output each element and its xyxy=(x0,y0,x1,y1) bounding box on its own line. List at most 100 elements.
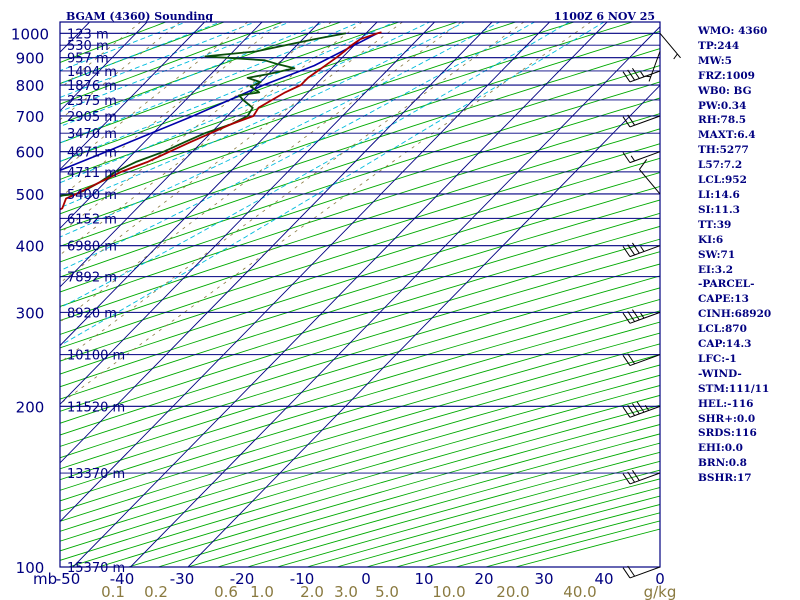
dry-adiabat xyxy=(60,364,660,542)
stat-cape: CAPE:13 xyxy=(698,293,749,306)
isotherm xyxy=(60,22,550,523)
dry-adiabat xyxy=(60,238,660,424)
pressure-label: 1000 xyxy=(11,25,49,43)
isotherm xyxy=(60,22,378,347)
stat-cinh: CINH:68920 xyxy=(698,308,772,321)
stat-wind-header: -WIND- xyxy=(698,367,742,380)
dry-adiabat xyxy=(60,48,660,247)
dry-adiabat xyxy=(60,310,660,491)
mixing-ratio-tick-label: 10.0 xyxy=(432,583,465,600)
isotherm xyxy=(60,22,320,288)
stat-ki: KI:6 xyxy=(698,233,724,246)
mixing-ratio-tick-label: 0.6 xyxy=(214,583,238,600)
dry-adiabat xyxy=(60,65,660,263)
mixing-ratio-unit-label: g/kg xyxy=(644,583,677,600)
temperature-tick-label: 40 xyxy=(594,570,613,588)
stat-parcel-lcl: LCL:870 xyxy=(698,323,747,336)
wind-barb xyxy=(639,159,661,195)
wind-barb xyxy=(622,565,661,579)
stat-srds: SRDS:116 xyxy=(698,427,757,440)
moist-adiabat xyxy=(60,22,536,272)
isotherm xyxy=(72,22,608,567)
moist-adiabat xyxy=(60,22,222,85)
mixing-ratio-tick-label: 0.1 xyxy=(101,583,125,600)
dry-adiabat xyxy=(60,22,458,162)
dry-adiabat xyxy=(60,22,283,105)
height-label: 530 m xyxy=(67,39,109,54)
height-label: 15370 m xyxy=(67,561,125,576)
dry-adiabat xyxy=(60,251,660,436)
wind-barb xyxy=(622,401,661,418)
pressure-label: 200 xyxy=(16,398,45,416)
temperature-tick-label: 0 xyxy=(655,570,665,588)
height-label: 1404 m xyxy=(67,65,117,80)
mixing-ratio-tick-label: 0.2 xyxy=(144,583,168,600)
wind-barb xyxy=(622,67,661,83)
temperature-trace xyxy=(60,31,382,211)
dry-adiabat xyxy=(60,30,660,231)
dry-adiabat xyxy=(60,157,660,349)
wind-profile xyxy=(622,32,681,579)
stat-ehi: EHI:0.0 xyxy=(698,442,743,455)
stat-bshr: BSHR:17 xyxy=(698,472,752,485)
sounding-indices-panel: WMO: 4360 TP:244 MW:5 FRZ:1009 WB0: BG P… xyxy=(698,24,800,486)
dry-adiabat xyxy=(60,263,660,447)
height-label: 3470 m xyxy=(67,127,117,142)
dry-adiabat xyxy=(60,143,660,335)
wind-barb xyxy=(622,151,661,164)
stat-pw: PW:0.34 xyxy=(698,99,747,112)
dry-adiabat xyxy=(60,22,167,63)
stat-maxt: MAXT:6.4 xyxy=(698,129,756,142)
sounding-time: 1100Z 6 NOV 25 xyxy=(554,10,655,23)
dry-adiabat xyxy=(60,332,660,512)
moist-adiabat xyxy=(60,22,466,209)
mixing-ratio-tick-label: 5.0 xyxy=(375,583,399,600)
stat-parcel-header: -PARCEL- xyxy=(698,278,755,291)
pressure-label: 300 xyxy=(16,304,45,322)
parcel-trace xyxy=(60,32,378,172)
stat-frz: FRZ:1009 xyxy=(698,69,755,82)
isotherm xyxy=(187,84,660,567)
sounding-title: BGAM (4360) Sounding xyxy=(66,10,213,23)
temperature-tick-label: -20 xyxy=(230,570,255,588)
temperature-tick-label: -50 xyxy=(56,570,81,588)
dry-adiabat xyxy=(60,113,660,307)
pressure-label: 400 xyxy=(16,238,45,256)
mixing-ratio-tick-label: 1.0 xyxy=(250,583,274,600)
pressure-label: 700 xyxy=(16,108,45,126)
height-label: 10100 m xyxy=(67,349,125,364)
height-label: 11520 m xyxy=(67,400,125,415)
height-label: 5400 m xyxy=(67,188,117,203)
stat-wmo: WMO: 4360 xyxy=(698,25,768,37)
dry-adiabat xyxy=(60,199,660,388)
dry-adiabat xyxy=(60,97,660,293)
stat-mw: MW:5 xyxy=(698,54,732,67)
pressure-label: 600 xyxy=(16,144,45,162)
height-label: 13370 m xyxy=(67,467,125,482)
dry-adiabat xyxy=(60,22,341,125)
height-label: 2905 m xyxy=(67,110,117,125)
pressure-label: 900 xyxy=(16,50,45,68)
stat-lfc: LFC:-1 xyxy=(698,352,737,365)
moist-adiabat xyxy=(60,22,501,238)
mixing-ratio-line xyxy=(60,22,363,256)
isotherm xyxy=(60,22,263,229)
wind-barb xyxy=(622,114,661,128)
height-label: 957 m xyxy=(67,52,109,67)
plot-frame xyxy=(59,21,661,568)
mixing-ratio-tick-label: 2.0 xyxy=(300,583,324,600)
mixing-ratio-tick-label: 3.0 xyxy=(334,583,358,600)
isotherm xyxy=(60,22,205,171)
wind-barb xyxy=(622,353,661,367)
dry-adiabat xyxy=(60,22,516,180)
stat-wb0: WB0: BG xyxy=(698,84,752,97)
moist-adiabat xyxy=(60,22,571,309)
height-label: 2375 m xyxy=(67,94,117,109)
pressure-unit-label: mb xyxy=(33,570,57,588)
mixing-ratio-tick-label: 40.0 xyxy=(563,583,596,600)
mixing-ratio-line xyxy=(60,22,332,234)
stat-th: TH:5277 xyxy=(698,144,749,157)
temperature-tick-label: -30 xyxy=(170,570,195,588)
stat-rh: RH:78.5 xyxy=(698,114,747,127)
